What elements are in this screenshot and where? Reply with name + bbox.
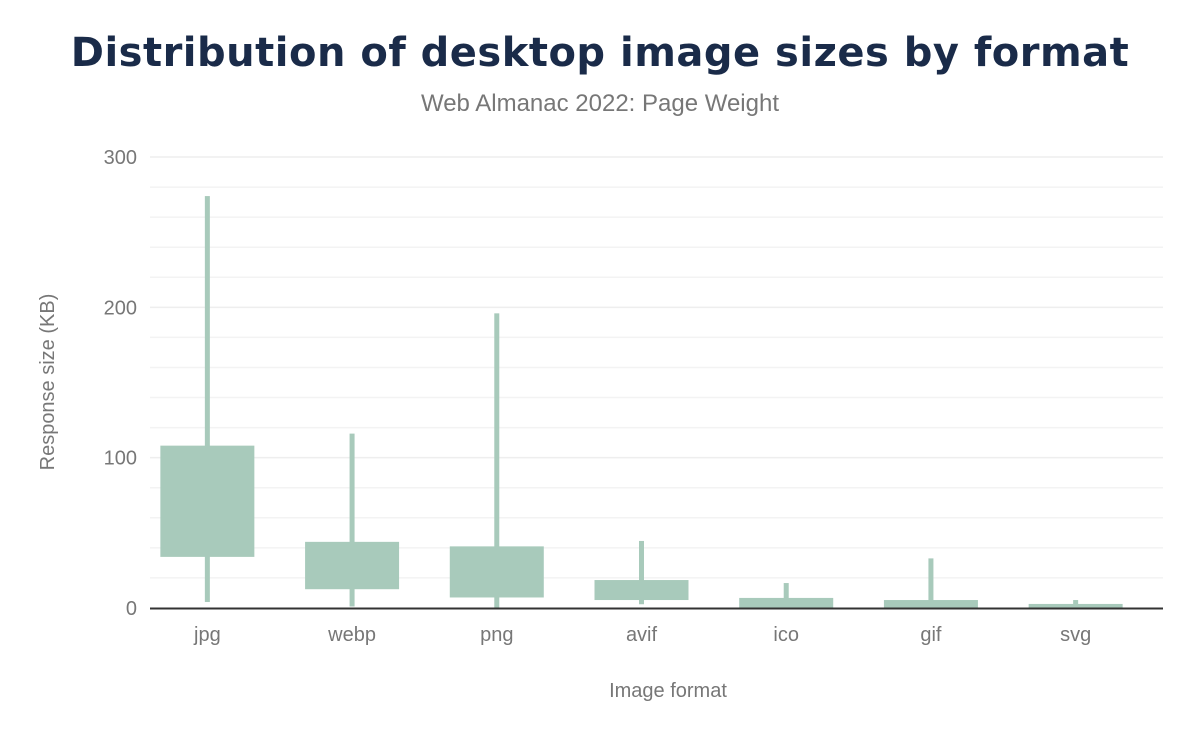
x-axis-label: Image format (609, 680, 727, 702)
x-tick-label: svg (1060, 624, 1091, 646)
box (160, 445, 255, 557)
x-tick-label: webp (327, 624, 376, 646)
whisker (928, 558, 934, 608)
whisker (494, 313, 500, 608)
box (449, 546, 544, 598)
y-tick-label: 300 (104, 147, 137, 169)
whisker (349, 433, 355, 607)
x-tick-label: jpg (193, 624, 221, 646)
whisker (783, 583, 789, 608)
box-gif (883, 558, 978, 608)
box-webp (305, 433, 400, 607)
box-jpg (160, 196, 255, 602)
box (1028, 603, 1123, 608)
y-tick-label: 100 (104, 448, 137, 470)
box-ico (739, 583, 834, 608)
x-tick-label: ico (773, 624, 799, 646)
chart-title: Distribution of desktop image sizes by f… (70, 30, 1130, 76)
chart-subtitle: Web Almanac 2022: Page Weight (420, 90, 779, 117)
whisker (639, 540, 644, 605)
y-tick-label: 0 (126, 598, 137, 620)
box-svg (1028, 600, 1123, 608)
x-tick-label: avif (626, 624, 658, 646)
x-tick-label: gif (920, 624, 942, 646)
box-avif (594, 540, 689, 605)
box (883, 600, 978, 608)
x-tick-label: png (480, 624, 513, 646)
box (594, 580, 689, 601)
box (305, 541, 400, 590)
box (739, 597, 834, 608)
whisker (204, 196, 210, 602)
y-tick-label: 200 (104, 297, 137, 319)
y-axis-label: Response size (KB) (37, 294, 59, 471)
box-png (449, 313, 544, 608)
